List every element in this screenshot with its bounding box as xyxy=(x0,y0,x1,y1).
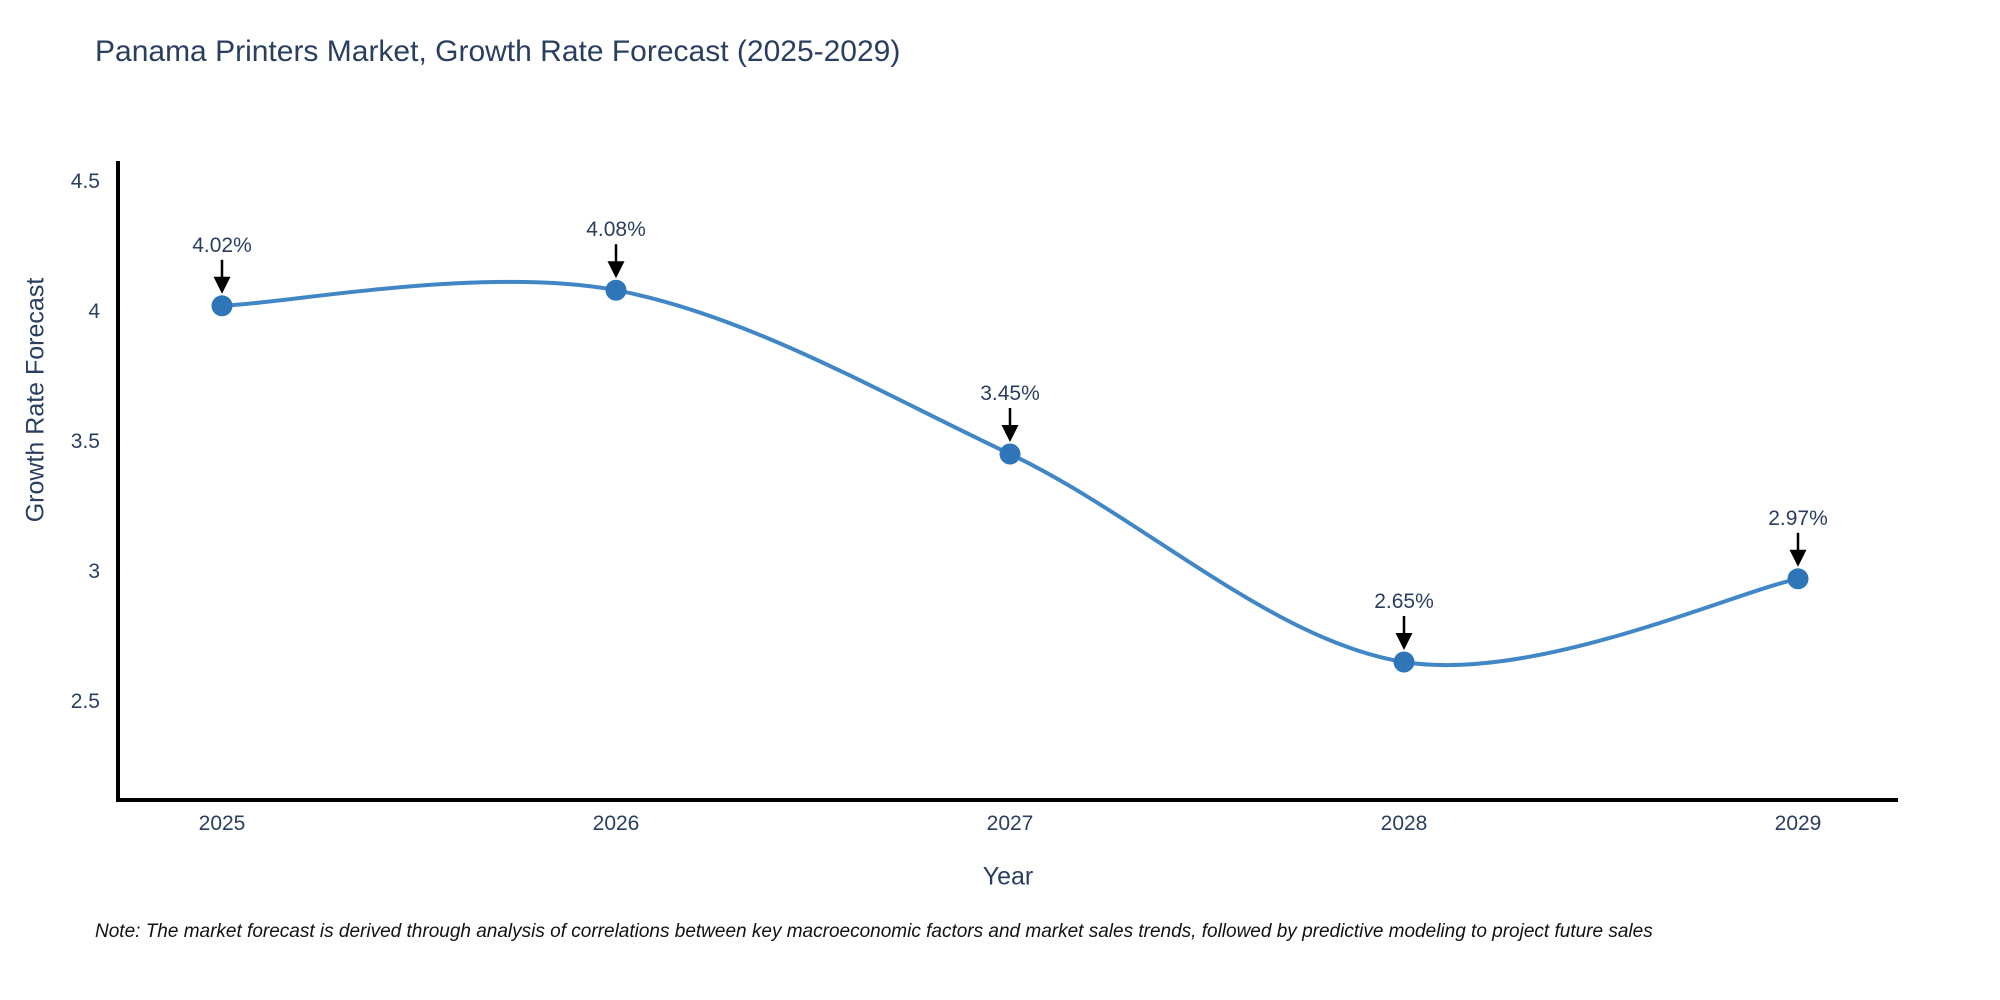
chart-title: Panama Printers Market, Growth Rate Fore… xyxy=(95,35,901,68)
annotation-arrowhead-icon xyxy=(1395,633,1413,650)
y-tick-label: 3.5 xyxy=(71,430,100,453)
data-point[interactable] xyxy=(211,295,233,317)
point-value-label: 4.02% xyxy=(192,234,252,257)
forecast-line xyxy=(220,279,1800,668)
footnote: Note: The market forecast is derived thr… xyxy=(95,921,1653,942)
annotation-arrowhead-icon xyxy=(1789,549,1807,567)
annotation-arrowhead-icon xyxy=(213,276,231,294)
y-tick-label: 4.5 xyxy=(71,170,100,193)
y-tick-label: 3 xyxy=(88,560,100,583)
y-tick-label: 4 xyxy=(88,300,100,323)
point-value-label: 4.08% xyxy=(586,218,646,241)
point-value-label: 2.97% xyxy=(1768,507,1828,530)
data-point[interactable] xyxy=(1393,651,1415,673)
y-axis-title: Growth Rate Forecast xyxy=(21,277,50,523)
x-tick-label: 2026 xyxy=(593,812,640,835)
x-tick-label: 2027 xyxy=(987,812,1034,835)
point-value-label: 3.45% xyxy=(980,382,1040,405)
data-point[interactable] xyxy=(605,279,627,301)
annotation-arrowhead-icon xyxy=(1001,425,1019,442)
x-tick-label: 2028 xyxy=(1381,812,1428,835)
x-tick-label: 2025 xyxy=(199,812,246,835)
annotation-arrowhead-icon xyxy=(607,261,625,279)
data-point[interactable] xyxy=(1787,568,1809,590)
y-tick-label: 2.5 xyxy=(71,690,100,713)
x-tick-label: 2029 xyxy=(1775,812,1822,835)
data-point[interactable] xyxy=(999,443,1021,465)
point-value-label: 2.65% xyxy=(1374,590,1434,613)
x-axis-title: Year xyxy=(982,862,1034,891)
